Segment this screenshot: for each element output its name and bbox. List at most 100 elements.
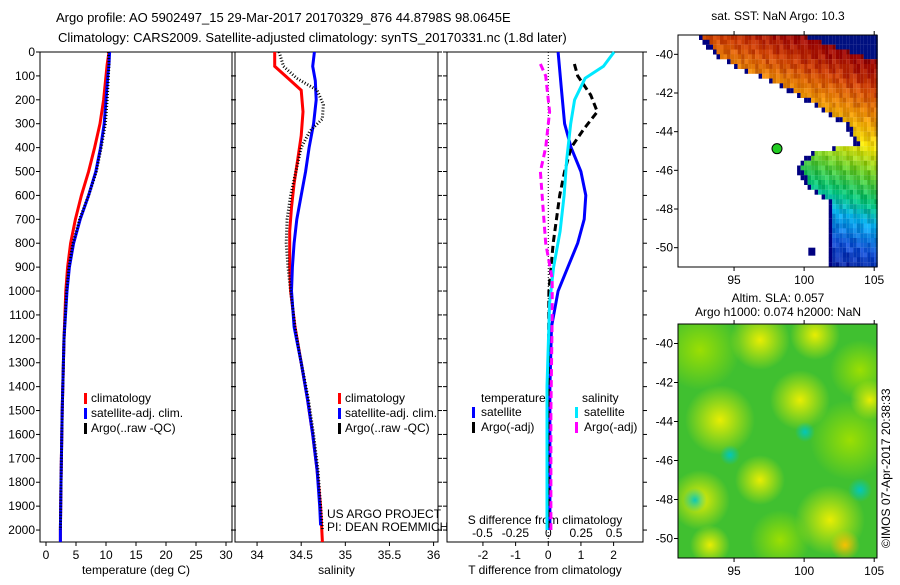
sst-cell [828, 184, 833, 190]
sst-cell [846, 247, 850, 253]
sst-cell [842, 54, 847, 60]
sst-cell [828, 175, 833, 181]
sst-cell [737, 54, 742, 60]
sst-cell [870, 223, 875, 229]
sst-cell [790, 39, 794, 45]
sst-cell [744, 49, 749, 55]
sst-cell [860, 151, 864, 156]
sst-cell [832, 189, 836, 195]
sst-cell [853, 170, 857, 176]
sst-cell [790, 59, 794, 65]
sst-cell [797, 93, 801, 98]
sst-cell [853, 160, 857, 166]
sst-cell [832, 146, 836, 152]
sst-cell [870, 165, 875, 171]
sst-cell [867, 228, 871, 234]
sst-cell [814, 170, 819, 176]
sst-cell [846, 102, 850, 108]
sst-cell [748, 44, 752, 50]
sst-cell [828, 73, 833, 79]
sst-cell [849, 151, 854, 156]
sst-cell [828, 97, 833, 103]
sst-cell [811, 175, 815, 181]
sst-cell [716, 44, 721, 50]
sst-cell [825, 165, 829, 171]
sst-cell [825, 170, 829, 176]
sst-cell [870, 35, 875, 40]
sst-cell [762, 39, 766, 45]
sst-cell [832, 165, 836, 171]
sst-cell [832, 204, 836, 210]
sst-cell [720, 35, 724, 40]
sst-cell [856, 97, 861, 103]
sst-cell [786, 35, 791, 40]
sst-cell [846, 88, 850, 94]
sst-cell [783, 39, 787, 45]
sst-cell [786, 64, 791, 69]
sst-cell [811, 59, 815, 65]
sst-cell [856, 218, 861, 224]
sst-cell [842, 44, 847, 50]
sst-cell [835, 68, 840, 74]
sla-map-title-2: Argo h1000: 0.074 h2000: NaN [695, 305, 861, 319]
sst-cell [849, 97, 854, 103]
sst-cell [807, 88, 812, 94]
sst-cell [825, 93, 829, 98]
sst-cell [863, 122, 868, 127]
sst-cell [860, 204, 864, 210]
lat-tick-label: -50 [656, 532, 674, 546]
sst-cell [758, 49, 763, 55]
sst-cell [772, 39, 777, 45]
sst-cell [828, 252, 833, 258]
sst-cell [814, 59, 819, 65]
sst-cell [800, 83, 805, 89]
sst-cell [818, 49, 822, 55]
sst-cell [849, 117, 854, 123]
sst-cell [797, 83, 801, 89]
sst-cell [839, 238, 843, 243]
sst-cell [874, 73, 878, 79]
sst-cell [853, 228, 857, 234]
sst-cell [797, 59, 801, 65]
sst-cell [870, 102, 875, 108]
sst-cell [874, 136, 878, 142]
sst-cell [832, 68, 836, 74]
sst-cell [786, 88, 791, 94]
sla-blob [850, 380, 877, 420]
map-frame [677, 323, 878, 559]
sst-cell [860, 35, 864, 40]
sst-cell [839, 160, 843, 166]
sst-cell [867, 155, 871, 161]
sst-cell [870, 228, 875, 234]
sst-cell [835, 112, 840, 118]
x-tick-label: 10 [99, 548, 113, 562]
sst-cell [846, 151, 850, 156]
sst-cell [849, 131, 854, 137]
sst-cell [828, 242, 833, 248]
sst-cell [755, 44, 759, 50]
sst-cell [832, 160, 836, 166]
sst-cell [821, 184, 826, 190]
lat-tick-label: -46 [656, 454, 674, 468]
sst-cell [751, 44, 756, 50]
sst-cell [828, 68, 833, 74]
sst-cell [856, 170, 861, 176]
sla-blob [720, 445, 740, 465]
sst-cell [863, 247, 868, 253]
sst-cell [702, 39, 707, 45]
sst-cell [867, 68, 871, 74]
sst-cell [835, 107, 840, 113]
legend-label: Argo(-adj) [584, 420, 637, 434]
sst-cell [874, 102, 878, 108]
sst-cell [793, 64, 798, 69]
sst-cell [790, 83, 794, 89]
sst-cell [769, 35, 773, 40]
sst-cell [867, 35, 871, 40]
sst-cell [821, 170, 826, 176]
sst-cell [790, 78, 794, 84]
sst-cell [874, 257, 878, 263]
sst-cell [776, 49, 780, 55]
sst-cell [839, 88, 843, 94]
sst-cell [856, 83, 861, 89]
